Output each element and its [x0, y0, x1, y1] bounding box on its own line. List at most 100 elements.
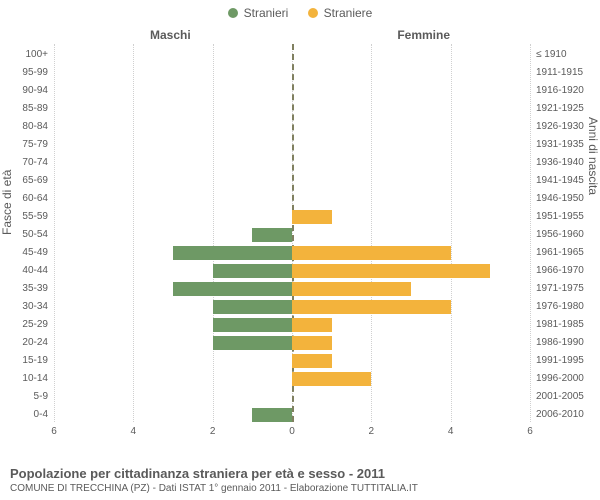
age-row: 75-791931-1935 — [54, 136, 530, 154]
age-label: 45-49 — [22, 244, 48, 262]
age-row: 90-941916-1920 — [54, 82, 530, 100]
chart-title: Popolazione per cittadinanza straniera p… — [10, 466, 590, 481]
chart-subtitle: COMUNE DI TRECCHINA (PZ) - Dati ISTAT 1°… — [10, 483, 590, 494]
age-row: 70-741936-1940 — [54, 154, 530, 172]
bar-male — [173, 246, 292, 260]
x-tick-label: 0 — [289, 426, 295, 437]
column-title-male: Maschi — [150, 28, 191, 42]
plot-area: 6 4 2 0 2 4 6 100+≤ 191095-991911-191590-941916… — [54, 44, 530, 440]
bar-female — [292, 336, 332, 350]
gridline — [530, 44, 531, 422]
age-row: 5-92001-2005 — [54, 388, 530, 406]
legend-swatch-male — [228, 8, 238, 18]
bar-female — [292, 354, 332, 368]
legend-swatch-female — [308, 8, 318, 18]
bar-female — [292, 264, 490, 278]
birth-year-label: 1991-1995 — [536, 352, 584, 370]
age-row: 30-341976-1980 — [54, 298, 530, 316]
birth-year-label: 1956-1960 — [536, 226, 584, 244]
birth-year-label: 1931-1935 — [536, 136, 584, 154]
legend: Stranieri Straniere — [0, 6, 600, 21]
age-label: 60-64 — [22, 190, 48, 208]
x-tick-label: 2 — [369, 426, 375, 437]
age-label: 25-29 — [22, 316, 48, 334]
birth-year-label: 1981-1985 — [536, 316, 584, 334]
bar-female — [292, 300, 451, 314]
age-label: 85-89 — [22, 100, 48, 118]
bar-female — [292, 210, 332, 224]
age-label: 40-44 — [22, 262, 48, 280]
bar-female — [292, 246, 451, 260]
birth-year-label: 1976-1980 — [536, 298, 584, 316]
age-label: 70-74 — [22, 154, 48, 172]
birth-year-label: 1951-1955 — [536, 208, 584, 226]
bar-male — [173, 282, 292, 296]
birth-year-label: 1946-1950 — [536, 190, 584, 208]
age-row: 15-191991-1995 — [54, 352, 530, 370]
birth-year-label: 1936-1940 — [536, 154, 584, 172]
birth-year-label: 1911-1915 — [536, 64, 583, 82]
age-row: 55-591951-1955 — [54, 208, 530, 226]
birth-year-label: 1961-1965 — [536, 244, 584, 262]
age-label: 5-9 — [34, 388, 48, 406]
age-label: 100+ — [25, 46, 48, 64]
age-label: 65-69 — [22, 172, 48, 190]
age-row: 35-391971-1975 — [54, 280, 530, 298]
age-label: 10-14 — [22, 370, 48, 388]
age-row: 100+≤ 1910 — [54, 46, 530, 64]
age-row: 85-891921-1925 — [54, 100, 530, 118]
birth-year-label: 1941-1945 — [536, 172, 584, 190]
legend-label-male: Stranieri — [244, 6, 289, 20]
age-row: 20-241986-1990 — [54, 334, 530, 352]
bar-male — [252, 408, 292, 422]
birth-year-label: 1926-1930 — [536, 118, 584, 136]
bar-male — [213, 336, 292, 350]
legend-label-female: Straniere — [324, 6, 373, 20]
birth-year-label: 2001-2005 — [536, 388, 584, 406]
birth-year-label: 1921-1925 — [536, 100, 584, 118]
age-row: 60-641946-1950 — [54, 190, 530, 208]
age-label: 30-34 — [22, 298, 48, 316]
age-row: 95-991911-1915 — [54, 64, 530, 82]
age-row: 50-541956-1960 — [54, 226, 530, 244]
age-label: 15-19 — [22, 352, 48, 370]
age-row: 65-691941-1945 — [54, 172, 530, 190]
birth-year-label: 1916-1920 — [536, 82, 584, 100]
age-row: 0-42006-2010 — [54, 406, 530, 424]
age-row: 10-141996-2000 — [54, 370, 530, 388]
legend-item-female: Straniere — [308, 6, 373, 20]
x-tick-label: 4 — [448, 426, 454, 437]
y-axis-title-right: Anni di nascita — [586, 117, 600, 195]
column-title-female: Femmine — [397, 28, 450, 42]
age-label: 75-79 — [22, 136, 48, 154]
bar-male — [252, 228, 292, 242]
age-label: 35-39 — [22, 280, 48, 298]
x-tick-label: 4 — [131, 426, 137, 437]
age-label: 55-59 — [22, 208, 48, 226]
age-row: 80-841926-1930 — [54, 118, 530, 136]
age-row: 40-441966-1970 — [54, 262, 530, 280]
x-tick-label: 2 — [210, 426, 216, 437]
x-tick-label: 6 — [527, 426, 533, 437]
birth-year-label: ≤ 1910 — [536, 46, 567, 64]
bar-female — [292, 318, 332, 332]
birth-year-label: 1986-1990 — [536, 334, 584, 352]
birth-year-label: 1966-1970 — [536, 262, 584, 280]
y-axis-title-left: Fasce di età — [0, 170, 14, 235]
bar-female — [292, 372, 371, 386]
birth-year-label: 1971-1975 — [536, 280, 584, 298]
age-row: 45-491961-1965 — [54, 244, 530, 262]
x-tick-label: 6 — [51, 426, 57, 437]
bar-male — [213, 318, 292, 332]
age-label: 0-4 — [34, 406, 48, 424]
bar-female — [292, 282, 411, 296]
age-label: 50-54 — [22, 226, 48, 244]
bar-male — [213, 264, 292, 278]
age-row: 25-291981-1985 — [54, 316, 530, 334]
age-label: 95-99 — [22, 64, 48, 82]
age-label: 90-94 — [22, 82, 48, 100]
population-pyramid-chart: Stranieri Straniere Maschi Femmine Fasce… — [0, 0, 600, 500]
bar-male — [213, 300, 292, 314]
age-label: 80-84 — [22, 118, 48, 136]
age-label: 20-24 — [22, 334, 48, 352]
